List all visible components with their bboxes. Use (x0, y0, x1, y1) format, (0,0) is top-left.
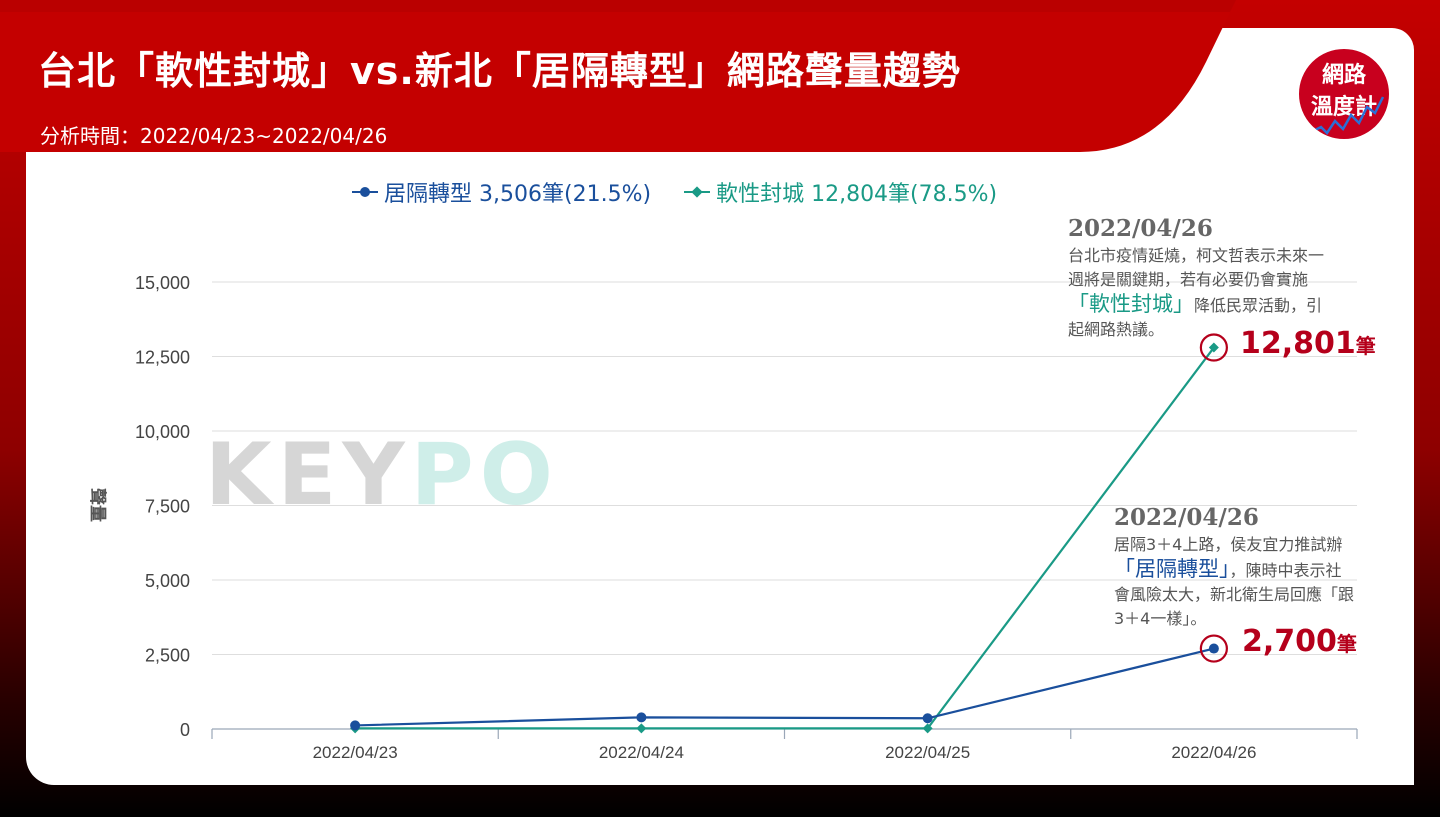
data-point-green (636, 723, 647, 734)
chart-card (26, 28, 1414, 785)
annotation-green-line3: 降低民眾活動，引 (1194, 296, 1323, 315)
x-tick-label: 2022/04/26 (1171, 743, 1256, 762)
annotation-green: 2022/04/26 台北市疫情延燒，柯文哲表示未來一 週將是關鍵期，若有必要仍… (1068, 214, 1368, 342)
x-tick-label: 2022/04/24 (599, 743, 684, 762)
legend-stat-blue: 3,506筆(21.5%) (479, 182, 652, 207)
legend-label-blue: 居隔轉型 (384, 182, 473, 207)
highlight-ring-blue (1199, 634, 1228, 663)
series-line-green (355, 346, 1215, 730)
x-tick-label: 2022/04/23 (313, 743, 398, 762)
legend-diamond-marker-icon (684, 186, 711, 198)
legend-stat-green: 12,804筆(78.5%) (811, 182, 998, 207)
data-point-blue (922, 713, 933, 724)
page-title: 台北「軟性封城」vs.新北「居隔轉型」網路聲量趨勢 (38, 49, 961, 93)
annotation-blue-line1: 居隔3＋4上路，侯友宜力推試辦 (1114, 535, 1343, 554)
annotation-green-line2: 週將是關鍵期，若有必要仍會實施 (1068, 270, 1309, 289)
annotation-green-line4: 起網路熱議。 (1068, 320, 1165, 339)
analysis-period: 分析時間：2022/04/23~2022/04/26 (40, 124, 388, 148)
annotation-blue-line4: 3＋4一樣」。 (1114, 609, 1207, 628)
chart-legend: 居隔轉型 3,506筆(21.5%) 軟性封城 12,804筆(78.5%) (352, 176, 1023, 208)
y-tick-label: 2,500 (145, 646, 190, 666)
annotation-blue-highlight: 「居隔轉型」 (1114, 557, 1230, 581)
annotation-blue: 2022/04/26 居隔3＋4上路，侯友宜力推試辦 「居隔轉型」，陳時中表示社… (1114, 503, 1404, 631)
data-point-blue (636, 712, 647, 723)
y-tick-label: 7,500 (145, 497, 190, 517)
keypo-watermark: KEYPO (205, 425, 559, 525)
annotation-green-highlight: 「軟性封城」 (1068, 292, 1194, 316)
y-tick-label: 12,500 (135, 348, 190, 368)
annotation-blue-date: 2022/04/26 (1114, 504, 1259, 531)
brand-badge: 網路 溫度計 (1296, 46, 1392, 142)
callout-blue-value: 2,700筆 (1242, 624, 1357, 659)
legend-label-green: 軟性封城 (716, 182, 805, 207)
annotation-blue-line2: ，陳時中表示社 (1229, 561, 1342, 580)
series-line-blue (355, 647, 1215, 727)
annotation-blue-line3: 會風險太大，新北衛生局回應「跟 (1114, 585, 1355, 604)
data-point-blue (1208, 643, 1219, 654)
badge-line-1: 網路 (1321, 63, 1366, 88)
data-point-green (1208, 342, 1219, 353)
y-tick-label: 10,000 (135, 422, 190, 442)
y-tick-label: 0 (180, 720, 190, 740)
annotation-green-date: 2022/04/26 (1068, 215, 1213, 242)
y-tick-label: 15,000 (135, 273, 190, 293)
callout-green-value: 12,801筆 (1240, 326, 1376, 361)
y-axis-label: 聲量 (87, 488, 108, 522)
highlight-ring-green (1199, 333, 1228, 362)
data-point-blue (350, 720, 361, 731)
y-tick-label: 5,000 (145, 571, 190, 591)
legend-circle-marker-icon (352, 186, 378, 198)
legend-item-blue: 居隔轉型 3,506筆(21.5%) (352, 176, 651, 208)
x-tick-label: 2022/04/25 (885, 743, 970, 762)
annotation-green-line1: 台北市疫情延燒，柯文哲表示未來一 (1068, 246, 1325, 265)
pulse-wave-icon (1312, 96, 1385, 135)
legend-item-green: 軟性封城 12,804筆(78.5%) (684, 176, 997, 208)
data-point-green (922, 723, 933, 734)
